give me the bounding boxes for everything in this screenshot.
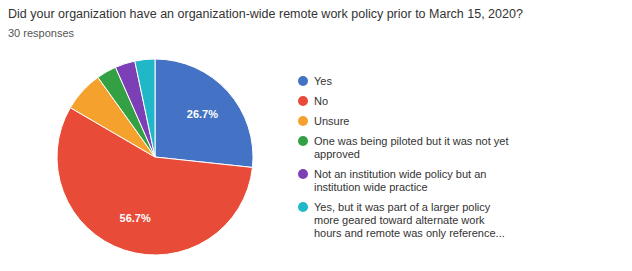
legend-item: Yes	[298, 75, 332, 87]
legend-swatch	[298, 202, 308, 212]
legend-item: Not an institution wide policy but anins…	[298, 168, 486, 193]
subtitle: 30 responses	[8, 27, 75, 39]
legend-swatch	[298, 136, 308, 146]
data-labels: 26.7% 56.7%	[120, 108, 219, 223]
legend-item: Unsure	[298, 115, 349, 127]
legend-swatch	[298, 116, 308, 126]
title: Did your organization have an organizati…	[8, 7, 523, 21]
legend-label: Yes, but it was part of a larger policym…	[314, 201, 505, 239]
legend: Yes No Unsure One was being piloted but it …	[298, 75, 508, 239]
legend-label: No	[314, 95, 328, 107]
chart: Did your organization have an organizati…	[0, 0, 632, 271]
legend-label: One was being piloted but it was not yet…	[314, 135, 508, 160]
legend-label-line: Unsure	[314, 115, 349, 127]
data-label: 26.7%	[187, 108, 218, 120]
legend-label-line: Not an institution wide policy but an	[314, 168, 486, 180]
legend-item: No	[298, 95, 328, 107]
legend-item: Yes, but it was part of a larger policym…	[298, 201, 505, 239]
slice	[155, 59, 253, 167]
legend-swatch	[298, 169, 308, 179]
legend-label: Unsure	[314, 115, 349, 127]
legend-swatch	[298, 76, 308, 86]
legend-label-line: more geared toward alternate work	[314, 214, 485, 226]
data-label: 56.7%	[120, 212, 151, 224]
legend-item: One was being piloted but it was not yet…	[298, 135, 508, 160]
legend-label-line: institution wide practice	[314, 181, 428, 193]
legend-label-line: Yes, but it was part of a larger policy	[314, 201, 491, 213]
legend-label-line: No	[314, 95, 328, 107]
legend-label: Yes	[314, 75, 332, 87]
legend-label-line: Yes	[314, 75, 332, 87]
slice	[135, 59, 155, 157]
legend-label-line: approved	[314, 148, 360, 160]
legend-label: Not an institution wide policy but anins…	[314, 168, 486, 193]
pie	[57, 59, 253, 255]
legend-label-line: hours and remote was only reference...	[314, 227, 505, 239]
legend-swatch	[298, 96, 308, 106]
legend-label-line: One was being piloted but it was not yet	[314, 135, 508, 147]
